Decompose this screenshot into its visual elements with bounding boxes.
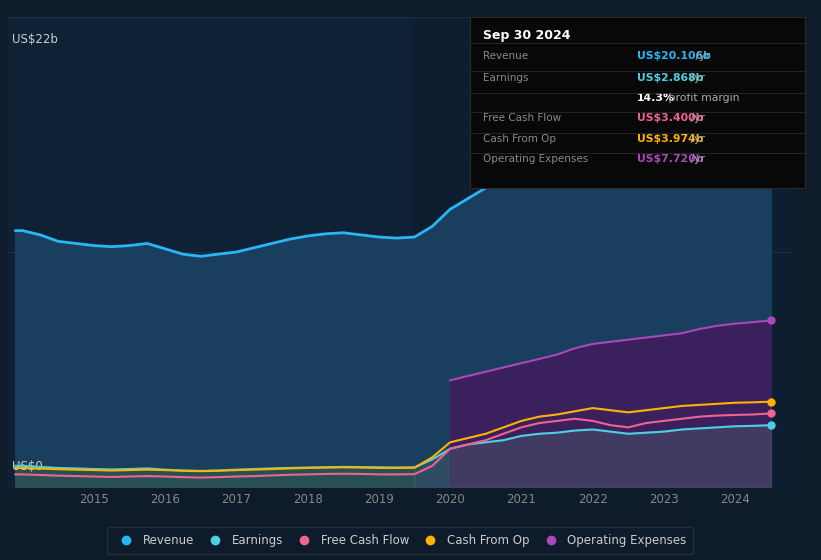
Text: Sep 30 2024: Sep 30 2024 bbox=[483, 29, 571, 42]
Text: US$3.400b: US$3.400b bbox=[637, 113, 704, 123]
Text: Operating Expenses: Operating Expenses bbox=[483, 155, 589, 164]
Text: /yr: /yr bbox=[687, 134, 705, 144]
Text: /yr: /yr bbox=[687, 113, 705, 123]
Text: 14.3%: 14.3% bbox=[637, 93, 675, 103]
Text: US$22b: US$22b bbox=[12, 33, 58, 46]
Bar bbox=[8, 17, 415, 487]
Text: /yr: /yr bbox=[692, 51, 710, 61]
Legend: Revenue, Earnings, Free Cash Flow, Cash From Op, Operating Expenses: Revenue, Earnings, Free Cash Flow, Cash … bbox=[107, 527, 694, 554]
Text: /yr: /yr bbox=[687, 155, 705, 164]
Text: US$20.106b: US$20.106b bbox=[637, 51, 711, 61]
Text: profit margin: profit margin bbox=[665, 93, 739, 103]
Text: US$0: US$0 bbox=[12, 460, 43, 473]
Text: Cash From Op: Cash From Op bbox=[483, 134, 556, 144]
Text: Free Cash Flow: Free Cash Flow bbox=[483, 113, 561, 123]
Text: US$3.974b: US$3.974b bbox=[637, 134, 704, 144]
Bar bbox=[415, 17, 792, 487]
Text: Revenue: Revenue bbox=[483, 51, 528, 61]
Text: US$7.720b: US$7.720b bbox=[637, 155, 704, 164]
Text: Earnings: Earnings bbox=[483, 73, 529, 83]
Text: /yr: /yr bbox=[687, 73, 705, 83]
Text: US$2.868b: US$2.868b bbox=[637, 73, 704, 83]
